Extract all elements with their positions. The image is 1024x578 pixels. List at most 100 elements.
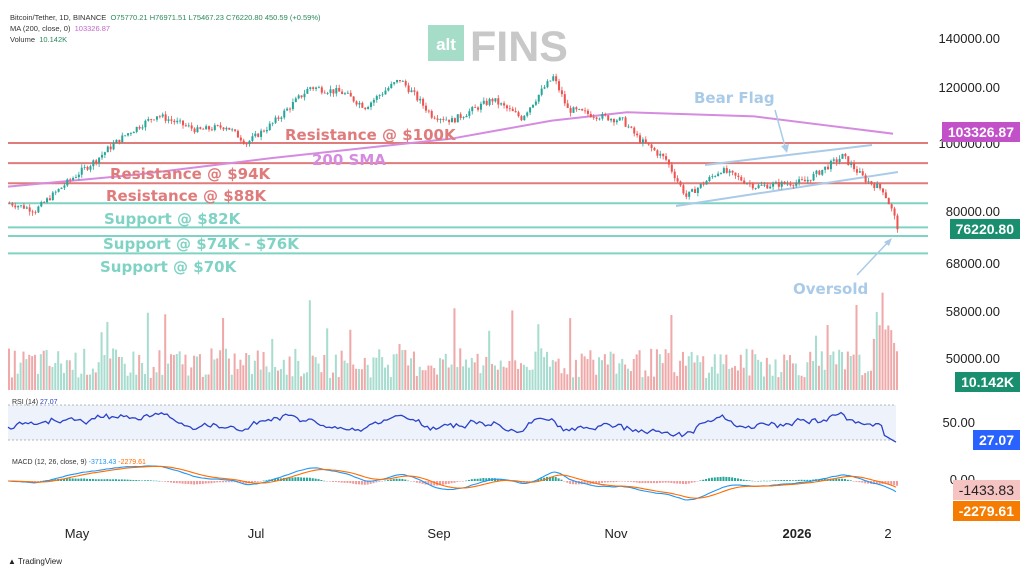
volume-bar — [722, 364, 725, 390]
volume-bar — [152, 366, 155, 390]
volume-bar — [172, 354, 175, 390]
volume-bar — [112, 348, 115, 390]
candle-body — [346, 92, 349, 94]
volume-bar — [606, 364, 609, 390]
volume-bar — [751, 349, 754, 390]
macd-histogram-bar — [557, 478, 560, 481]
volume-bar — [519, 363, 522, 390]
candle-body — [306, 88, 309, 94]
macd-histogram-bar — [308, 477, 311, 481]
candle-body — [190, 125, 193, 129]
candle-body — [127, 133, 130, 136]
candle-body — [841, 153, 844, 159]
candle-body — [777, 182, 780, 187]
x-label-2026: 2026 — [783, 526, 812, 541]
macd-histogram-bar — [777, 480, 780, 481]
last-price-tag: 76220.80 — [949, 219, 1020, 239]
macd-histogram-bar — [224, 481, 227, 483]
macd-histogram-bar — [233, 481, 236, 483]
candle-body — [873, 184, 876, 189]
macd-histogram-bar — [699, 480, 702, 481]
candle-body — [806, 179, 809, 182]
macd-histogram-bar — [641, 481, 644, 484]
macd-histogram-bar — [329, 481, 332, 482]
volume-bar — [123, 363, 126, 390]
candle-body — [384, 90, 387, 95]
candle-body — [208, 126, 211, 130]
volume-bar — [363, 357, 366, 390]
candle-body — [20, 205, 23, 207]
candle-body — [630, 126, 633, 128]
candle-body — [783, 181, 786, 184]
volume-bar — [777, 377, 780, 390]
candle-body — [297, 95, 300, 99]
candle-body — [644, 139, 647, 143]
volume-bar — [360, 369, 363, 390]
volume-bar — [843, 369, 846, 390]
macd-histogram-bar — [112, 479, 115, 481]
volume-bar — [482, 365, 485, 390]
volume-bar — [386, 364, 389, 390]
candle-body — [647, 142, 650, 145]
macd-histogram-bar — [389, 479, 392, 481]
candle-body — [514, 111, 517, 113]
volume-bar — [320, 372, 323, 390]
candle-body — [153, 119, 156, 121]
volume-bar — [297, 360, 300, 390]
oversold-arrow — [856, 239, 891, 276]
candle-body — [286, 108, 289, 111]
macd-histogram-bar — [768, 480, 771, 482]
candle-body — [523, 115, 526, 121]
candle-body — [179, 120, 182, 122]
header-change: 450.59 (+0.59%) — [264, 13, 321, 22]
macd-histogram-bar — [178, 481, 181, 484]
candle-body — [500, 103, 503, 105]
candle-body — [193, 128, 196, 133]
volume-bar — [155, 372, 158, 390]
candle-body — [800, 179, 804, 181]
volume-bar — [317, 363, 320, 390]
volume-bar — [496, 369, 499, 390]
candle-body — [274, 117, 277, 123]
price-tick: 80000.00 — [946, 204, 1000, 219]
volume-bar — [216, 358, 219, 390]
macd-histogram-bar — [690, 481, 693, 483]
candle-body — [676, 178, 679, 182]
macd-histogram-bar — [326, 481, 329, 482]
candle-body — [682, 185, 685, 194]
volume-bar — [800, 375, 803, 390]
volume-bar — [256, 350, 259, 390]
macd-histogram-bar — [31, 481, 34, 482]
volume-bar — [705, 377, 708, 390]
volume-bar — [204, 374, 207, 390]
candle-body — [147, 119, 150, 121]
macd-histogram-bar — [788, 480, 792, 481]
annotation-oversold: Oversold — [793, 280, 868, 298]
macd-histogram-bar — [771, 480, 774, 481]
macd-histogram-bar — [152, 480, 155, 482]
candle-body — [349, 92, 352, 97]
candle-body — [465, 115, 468, 118]
volume-bar — [835, 364, 838, 390]
macd-histogram-bar — [803, 479, 806, 481]
macd-histogram-bar — [496, 478, 499, 481]
candle-body — [338, 87, 341, 92]
candle-body — [607, 115, 610, 121]
macd-header-v1: -3713.43 — [88, 459, 117, 466]
candle-body — [199, 127, 202, 129]
candle-body — [711, 176, 714, 178]
volume-bar — [436, 374, 439, 390]
macd-histogram-bar — [760, 480, 763, 482]
candle-body — [529, 107, 532, 113]
volume-bar — [77, 377, 80, 390]
volume-bar — [196, 356, 199, 390]
bear-flag-arrowhead — [781, 144, 789, 153]
candle-body — [161, 114, 164, 117]
candle-body — [633, 127, 636, 134]
macd-histogram-bar — [334, 481, 337, 482]
candle-body — [231, 129, 234, 131]
volume-bar — [138, 354, 141, 390]
volume-bar — [505, 367, 508, 390]
macd-histogram-bar — [441, 481, 444, 485]
header-open: O75770.21 — [110, 13, 148, 22]
